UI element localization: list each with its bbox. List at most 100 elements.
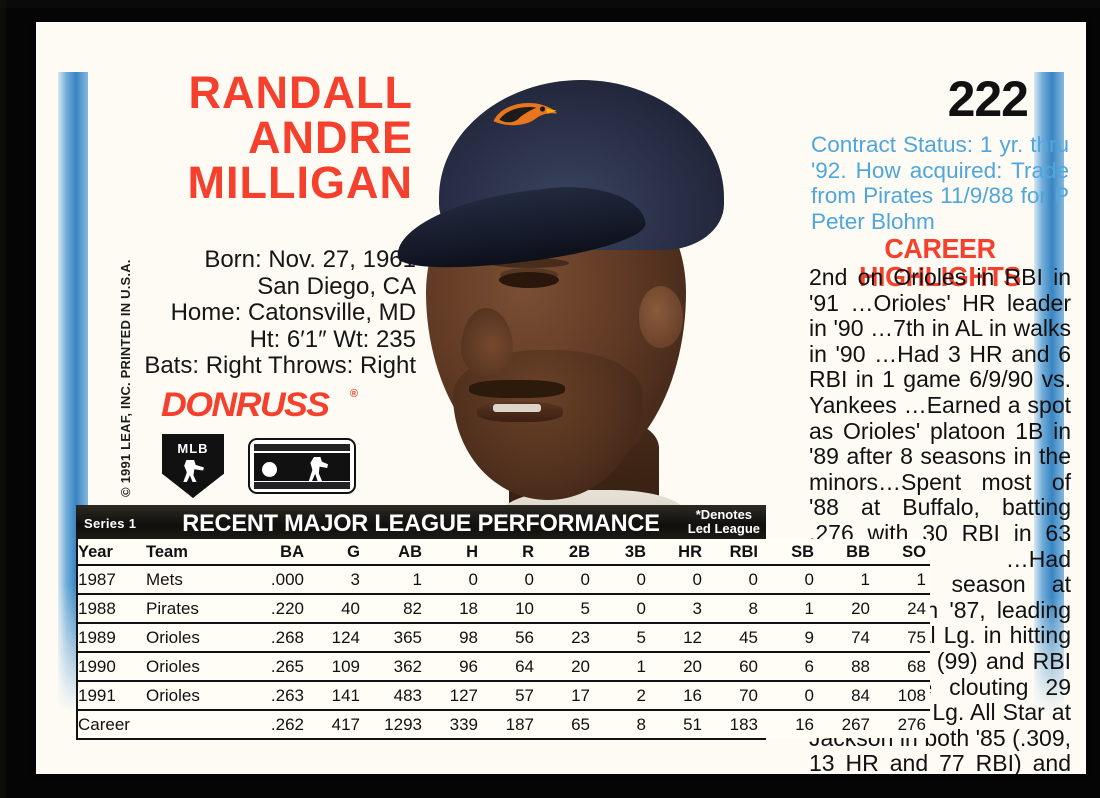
baseball-icon [262,462,277,477]
cell-team: Orioles [146,686,200,705]
cell-rbi: 45 [739,628,758,647]
player-bio: Born: Nov. 27, 1961 San Diego, CA Home: … [98,246,416,380]
cell-so: 276 [897,715,926,734]
cell-2b: 23 [571,628,590,647]
col-header-bb: BB [818,539,874,566]
baseball-card-back: © 1991 LEAF, INC. PRINTED IN U.S.A. RAND… [36,22,1086,774]
cell-hr: 12 [683,628,702,647]
cell-so: 1 [916,570,926,589]
col-header-3b: 3B [594,539,650,566]
col-header-h: H [426,539,482,566]
photo-teeth [493,404,541,412]
col-header-ba: BA [246,539,308,566]
cell-ba: .263 [270,686,304,705]
photo-ear [639,286,683,348]
photo-brow [489,258,569,268]
cell-year: Career [78,715,130,734]
cell-h: 96 [459,657,478,676]
cell-team: Orioles [146,657,200,676]
photo-nose [461,308,513,376]
cell-3b: 1 [636,657,646,676]
official-bottom-bar [254,482,350,489]
table-row: 1991 Orioles .263 141 483 127 57 17 2 16… [78,681,930,710]
player-name: RANDALL ANDRE MILLIGAN [108,70,413,205]
series-label: Series 1 [84,516,137,531]
cell-sb: 6 [804,657,814,676]
cell-sb: 0 [804,570,814,589]
cell-rbi: 60 [739,657,758,676]
col-header-hr: HR [650,539,706,566]
cell-ba: .000 [270,570,304,589]
stats-body: 1987 Mets .000 3 1 0 0 0 0 0 0 0 [78,565,930,738]
cell-h: 339 [449,715,478,734]
cell-bb: 20 [851,599,870,618]
cell-3b: 0 [636,599,646,618]
cell-ab: 1 [412,570,422,589]
cell-3b: 8 [636,715,646,734]
cell-hr: 20 [683,657,702,676]
cell-g: 109 [331,657,360,676]
cell-hr: 16 [683,686,702,705]
mlb-batter-silhouette-icon [183,460,204,482]
cell-g: 124 [331,628,360,647]
cell-sb: 1 [804,599,814,618]
cell-ab: 1293 [384,715,422,734]
cell-3b: 5 [636,628,646,647]
denotes-legend: *Denotes Led League [688,508,760,536]
cell-bb: 84 [851,686,870,705]
cell-rbi: 8 [748,599,758,618]
cell-year: 1991 [78,686,116,705]
cell-bb: 88 [851,657,870,676]
cell-2b: 20 [571,657,590,676]
card-number: 222 [947,71,1029,127]
cell-2b: 0 [580,570,590,589]
cell-g: 40 [341,599,360,618]
cell-rbi: 183 [729,715,758,734]
bio-home: Home: Catonsville, MD [170,299,416,326]
cell-h: 98 [459,628,478,647]
table-row-career: Career .262 417 1293 339 187 65 8 51 183… [78,710,930,738]
registered-mark: ® [349,388,358,400]
cell-hr: 51 [683,715,702,734]
stats-table: Series 1 RECENT MAJOR LEAGUE PERFORMANCE… [76,505,930,740]
cell-team: Orioles [146,628,200,647]
cell-2b: 17 [571,686,590,705]
cell-year: 1987 [78,570,116,589]
photo-eye [499,272,559,288]
cell-ab: 82 [403,599,422,618]
mlb-shield-label: MLB [177,441,209,456]
cell-so: 108 [897,686,926,705]
cell-so: 68 [907,657,926,676]
cell-so: 24 [907,599,926,618]
cell-3b: 0 [636,570,646,589]
cell-2b: 5 [580,599,590,618]
cell-year: 1990 [78,657,116,676]
player-photo [381,50,801,520]
cell-rbi: 0 [748,570,758,589]
cell-g: 3 [350,570,360,589]
cell-r: 187 [505,715,534,734]
stats-grid: Year Team BA G AB H R 2B 3B HR RBI SB [78,539,930,738]
col-header-g: G [308,539,364,566]
table-row: 1988 Pirates .220 40 82 18 10 5 0 3 8 1 [78,594,930,623]
cell-ba: .262 [270,715,304,734]
cell-r: 10 [515,599,534,618]
photo-mustache [469,380,565,398]
cell-sb: 16 [795,715,814,734]
cell-so: 75 [907,628,926,647]
cell-h: 127 [449,686,478,705]
bio-height-weight: Ht: 6′1″ Wt: 235 [249,325,416,353]
cell-ba: .220 [270,599,304,618]
cell-year: 1989 [78,628,116,647]
bio-birthplace: San Diego, CA [257,272,416,300]
cell-ba: .265 [270,657,304,676]
cell-bb: 74 [851,628,870,647]
col-header-team: Team [146,539,246,566]
cell-r: 64 [515,657,534,676]
bio-born: Born: Nov. 27, 1961 [204,246,416,273]
cell-hr: 0 [692,570,702,589]
contract-status-text: Contract Status: 1 yr. thru '92. How acq… [811,132,1069,234]
official-top-bar [254,444,350,451]
cell-hr: 3 [692,599,702,618]
